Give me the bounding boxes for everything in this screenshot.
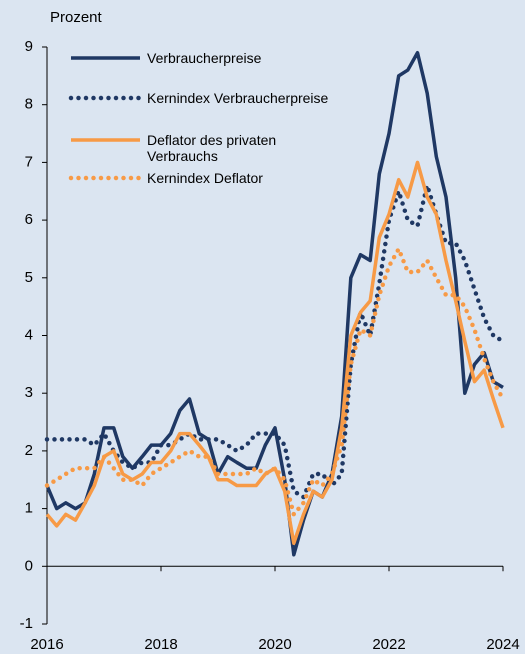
- legend-swatch: [68, 175, 143, 181]
- legend-swatch: [68, 95, 143, 101]
- legend-label: Deflator des privaten Verbrauchs: [147, 132, 277, 164]
- y-tick-label: 2: [25, 442, 33, 459]
- legend-entry: Kernindex Deflator: [68, 170, 398, 186]
- series-line: [45, 160, 505, 545]
- y-tick-label: 1: [25, 500, 33, 517]
- x-tick-label: 2020: [258, 636, 291, 653]
- series-line: [44, 243, 506, 520]
- series-line: [45, 51, 504, 557]
- y-tick-label: 6: [25, 211, 33, 228]
- y-tick-label: 3: [25, 384, 33, 401]
- legend-swatch: [71, 56, 140, 60]
- legend-label: Kernindex Verbraucherpreise: [147, 90, 329, 106]
- legend-label: Kernindex Deflator: [147, 170, 263, 186]
- legend-label: Verbraucherpreise: [147, 50, 262, 66]
- x-tick-label: 2022: [372, 636, 405, 653]
- legend-entry: Verbraucherpreise: [68, 50, 398, 66]
- legend-entry: Kernindex Verbraucherpreise: [68, 90, 398, 106]
- y-tick-label: 8: [25, 96, 33, 113]
- legend-swatch: [71, 138, 140, 142]
- y-tick-label: 9: [25, 38, 33, 55]
- y-axis-label: Prozent: [50, 9, 103, 26]
- x-tick-label: 2024: [486, 636, 519, 653]
- y-tick-label: 0: [25, 557, 33, 574]
- y-tick-label: 4: [25, 326, 33, 343]
- x-tick-label: 2016: [30, 636, 63, 653]
- series-line: [44, 177, 506, 501]
- y-tick-label: 5: [25, 269, 33, 286]
- x-tick-label: 2018: [144, 636, 177, 653]
- y-tick-label: -1: [20, 615, 33, 632]
- legend-entry: Deflator des privaten Verbrauchs: [68, 132, 308, 164]
- y-tick-label: 7: [25, 153, 33, 170]
